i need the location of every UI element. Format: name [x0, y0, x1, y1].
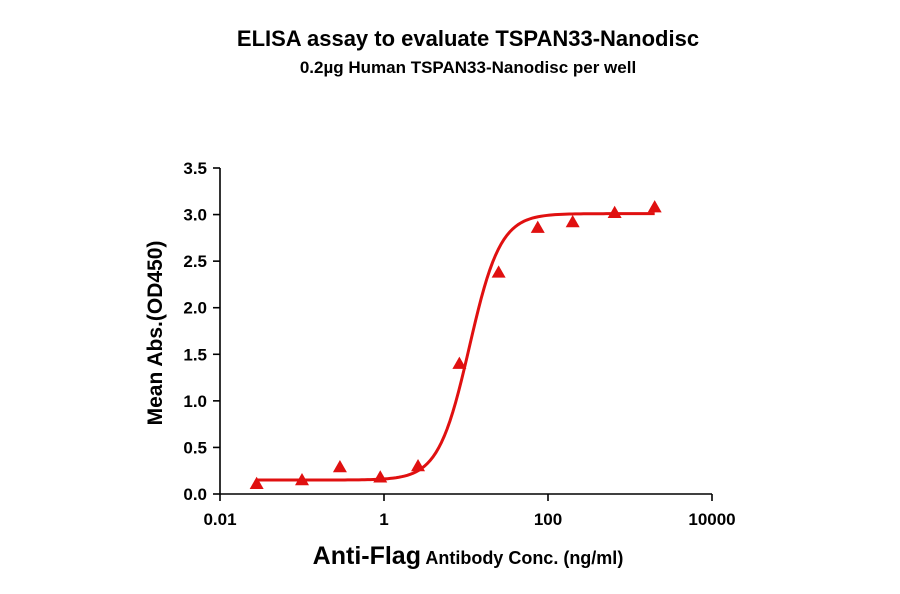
- data-point: [452, 356, 467, 369]
- chart-subtitle: 0.2µg Human TSPAN33-Nanodisc per well: [300, 58, 636, 77]
- y-tick-label: 2.0: [183, 299, 207, 318]
- data-point: [295, 473, 309, 486]
- x-axis-label: Anti-Flag Antibody Conc. (ng/ml): [313, 542, 624, 570]
- data-point: [491, 265, 506, 278]
- fit-curve: [256, 212, 655, 482]
- data-point: [332, 459, 347, 473]
- data-points: [249, 200, 662, 490]
- chart-title: ELISA assay to evaluate TSPAN33-Nanodisc: [237, 26, 699, 51]
- x-axis-label-rest: Antibody Conc. (ng/ml): [421, 548, 623, 568]
- y-axis-label: Mean Abs.(OD450): [144, 241, 167, 426]
- data-point: [565, 215, 580, 228]
- x-axis-label-bold: Anti-Flag: [313, 542, 421, 570]
- data-point: [373, 470, 388, 483]
- data-point: [411, 459, 426, 472]
- data-point: [530, 220, 545, 233]
- x-tick-label: 1: [379, 510, 388, 529]
- y-tick-label: 1.5: [183, 345, 207, 364]
- x-axis: 0.01 1 100 10000: [203, 493, 736, 529]
- y-tick-label: 1.0: [183, 392, 207, 411]
- data-point: [249, 476, 264, 490]
- x-tick-label: 100: [534, 510, 562, 529]
- y-tick-label: 0.0: [183, 485, 207, 504]
- x-tick-label: 0.01: [203, 510, 236, 529]
- y-tick-label: 2.5: [183, 252, 207, 271]
- y-axis: 0.0 0.5 1.0 1.5 2.0 2.5 3.0 3.5: [183, 159, 221, 504]
- data-point: [607, 205, 622, 218]
- x-tick-label: 10000: [688, 510, 735, 529]
- data-point: [647, 200, 662, 213]
- y-tick-label: 3.0: [183, 206, 207, 225]
- y-tick-label: 3.5: [183, 159, 207, 178]
- y-tick-label: 0.5: [183, 438, 207, 457]
